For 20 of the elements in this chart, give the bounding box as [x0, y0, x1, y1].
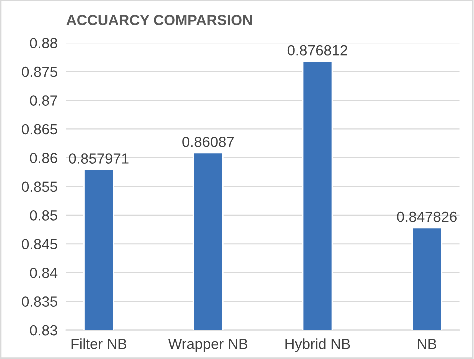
- y-tick-label: 0.845: [22, 239, 58, 250]
- y-tick-label: 0.84: [30, 268, 58, 278]
- y-tick-label: 0.865: [22, 124, 58, 135]
- data-label: 0.876812: [288, 45, 348, 56]
- x-tick-label: Hybrid NB: [286, 338, 350, 352]
- x-tick-label: NB: [418, 339, 436, 350]
- x-tick-label: Filter NB: [72, 338, 127, 350]
- y-tick-label: 0.855: [22, 182, 58, 192]
- data-label: 0.86087: [182, 136, 234, 148]
- y-tick-label: 0.86: [30, 153, 58, 164]
- data-label: 0.847826: [397, 212, 457, 222]
- y-tick-label: 0.85: [30, 210, 58, 221]
- x-tick-label: Wrapper NB: [168, 339, 248, 352]
- y-tick-label: 0.83: [30, 325, 58, 336]
- y-tick-label: 0.88: [30, 38, 58, 49]
- y-tick-label: 0.87: [30, 96, 58, 106]
- chart-title: ACCUARCY COMPARSION: [66, 15, 252, 26]
- y-tick-label: 0.875: [22, 66, 58, 78]
- data-label: 0.857971: [69, 154, 129, 164]
- y-tick-label: 0.835: [22, 296, 58, 307]
